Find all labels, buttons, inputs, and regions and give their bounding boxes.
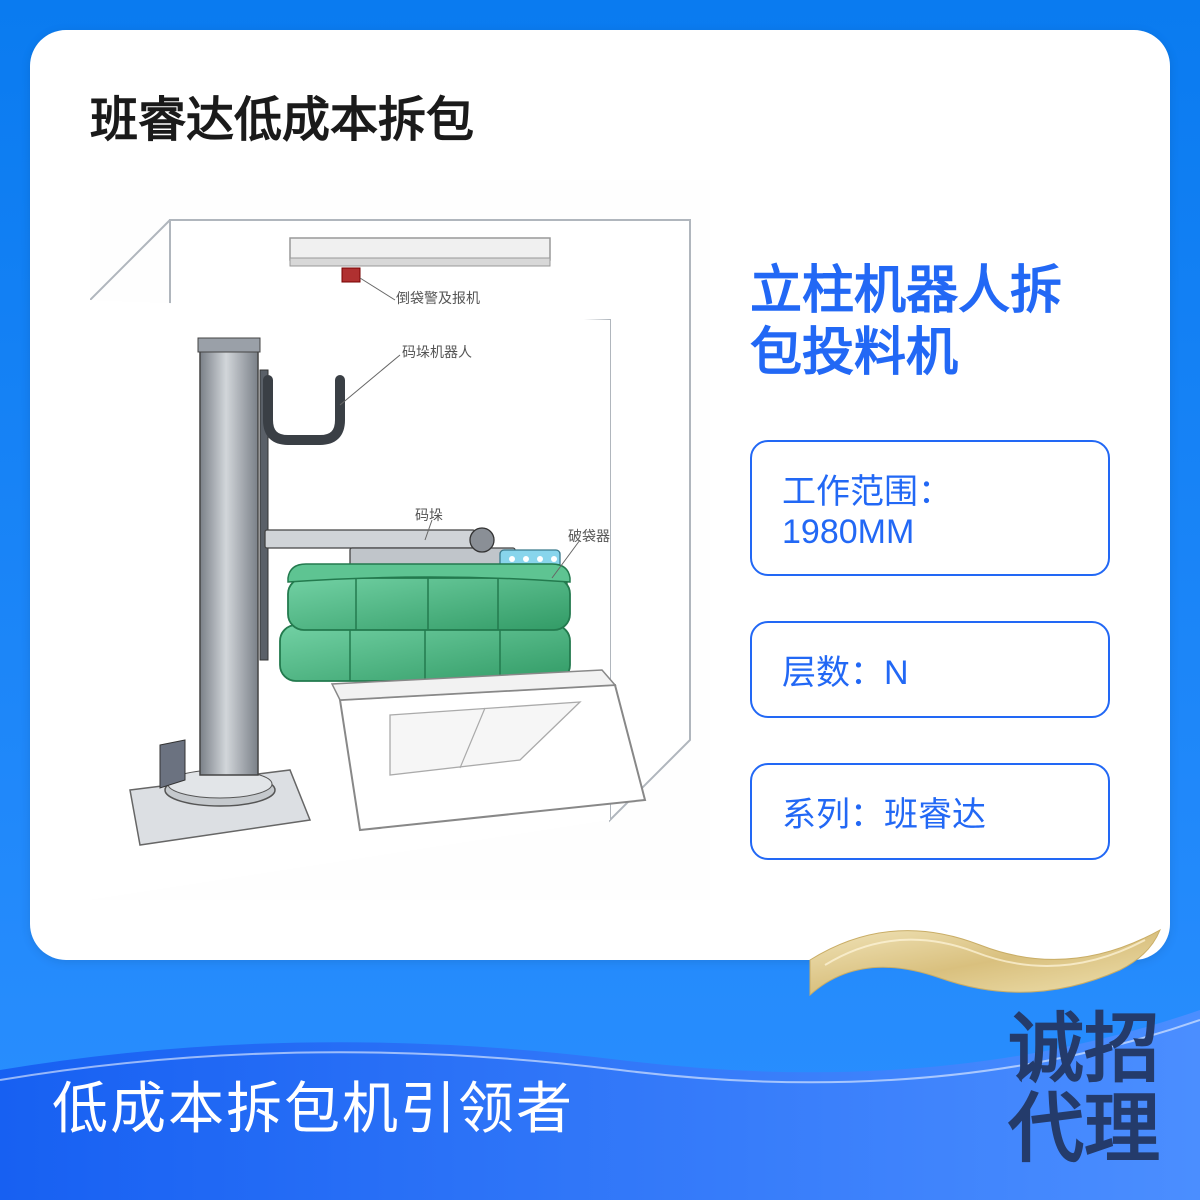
product-name: 立柱机器人拆包投料机 xyxy=(750,260,1110,385)
spec-series: 系列：班睿达 xyxy=(750,763,1110,860)
main-card: 班睿达低成本拆包 xyxy=(30,30,1170,960)
footer: 低成本拆包机引领者 诚招 代理 xyxy=(0,960,1200,1200)
spec-layers: 层数：N xyxy=(750,621,1110,718)
badge-line-2: 代理 xyxy=(1008,1090,1160,1170)
footer-slogan: 低成本拆包机引领者 xyxy=(52,1064,574,1145)
callout-sensor: 倒袋警及报机 xyxy=(396,288,480,308)
machine-diagram: 倒袋警及报机 码垛机器人 码垛 破袋器 xyxy=(90,180,710,900)
page-title: 班睿达低成本拆包 xyxy=(90,80,1110,150)
spec-working-range: 工作范围：1980MM xyxy=(750,440,1110,576)
info-panel: 立柱机器人拆包投料机 工作范围：1980MM 层数：N 系列：班睿达 xyxy=(750,180,1110,905)
callout-crusher: 破袋器 xyxy=(568,526,610,546)
badge-line-1: 诚招 xyxy=(1008,1010,1160,1090)
content-row: 倒袋警及报机 码垛机器人 码垛 破袋器 立柱机器人拆包投料机 工作范围：1980… xyxy=(90,180,1110,905)
agent-badge: 诚招 代理 xyxy=(1008,1010,1160,1170)
callout-platform: 码垛 xyxy=(415,505,443,525)
ribbon-icon xyxy=(800,900,1180,1020)
callout-robot: 码垛机器人 xyxy=(402,342,472,362)
